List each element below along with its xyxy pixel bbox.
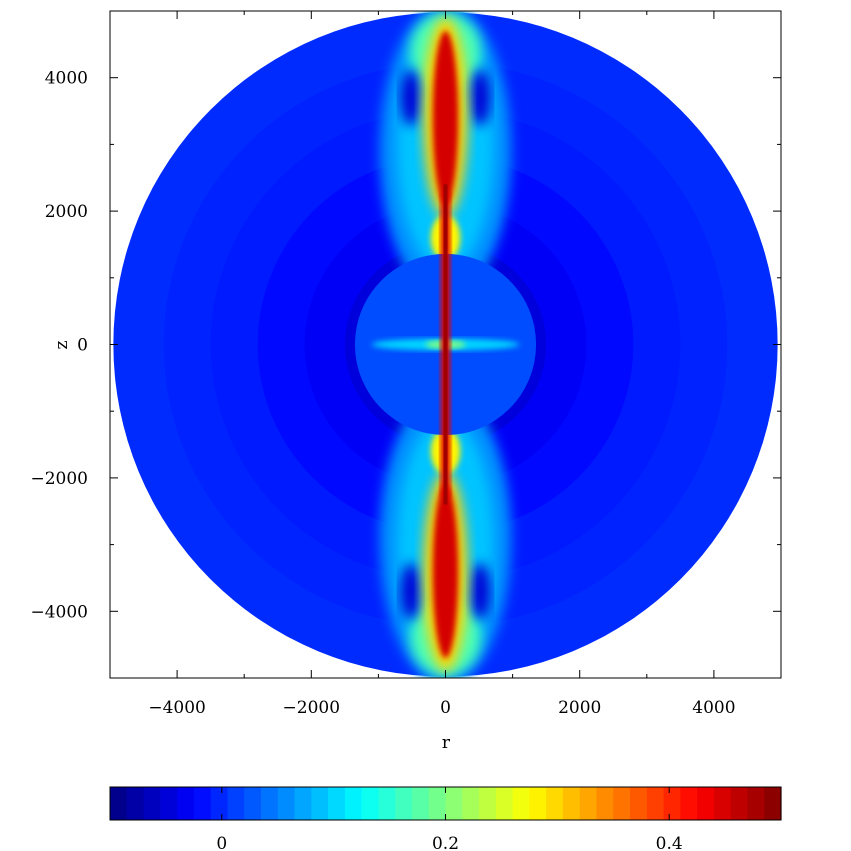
vortex-right [470,69,491,126]
colorbar-tick-label: 0.4 [656,834,683,851]
colorbar-step [378,787,396,820]
colorbar-step [713,787,732,820]
x-tick-label: −4000 [148,698,206,718]
y-tick-label: 2000 [45,202,88,222]
colorbar-step [395,787,413,820]
y-tick-label: 4000 [45,69,88,89]
colorbar-step [344,787,363,820]
colorbar-step [512,787,530,820]
colorbar-step [546,787,564,820]
vortex-right [470,563,491,620]
colorbar-step [479,787,497,820]
colorbar-step [445,787,463,820]
x-tick-label: −2000 [283,698,341,718]
colorbar-step [764,787,782,820]
cocoon-lobe-0 [379,11,512,298]
y-axis-label: z [52,340,72,349]
vortex-left [400,563,421,620]
x-tick-label: 4000 [692,698,735,718]
cocoon-lobe-1 [379,391,512,678]
colorbar-step [529,787,547,820]
colorbar-step [411,787,430,820]
colorbar-step [260,787,279,820]
colorbar-step [210,787,229,820]
y-axis: 4000 2000 0 −2000 −4000 [30,10,781,679]
x-tick-label: 2000 [558,698,601,718]
colorbar-step [328,787,346,820]
colorbar-step [495,787,514,820]
y-tick-label: −2000 [30,469,88,489]
colorbar-step [596,787,614,820]
colorbar-step [630,787,648,820]
colorbar-step [663,787,681,820]
colorbar: 0 0.2 0.4 [109,786,782,851]
colorbar-step [311,787,329,820]
colorbar-step [697,787,715,820]
spine-core [443,184,448,505]
jet-core [432,31,459,205]
heatmap-field [113,11,778,678]
colorbar-step [361,787,379,820]
colorbar-step [110,787,128,820]
vortex-left [400,69,421,126]
colorbar-step [428,787,447,820]
colorbar-tick-label: 0.2 [432,834,459,851]
x-axis: −4000 −2000 0 2000 4000 [109,11,782,718]
colorbar-step [244,787,262,820]
colorbar-step [579,787,598,820]
colorbar-step [277,787,296,820]
y-tick-label: −4000 [30,602,88,622]
colorbar-step [294,787,312,820]
colorbar-step [227,787,245,820]
colorbar-step [747,787,765,820]
colorbar-step [160,787,178,820]
jet-spine [440,184,451,505]
colorbar-step [462,787,480,820]
y-tick-label: 0 [77,336,88,356]
colorbar-step [730,787,749,820]
colorbar-step [613,787,631,820]
colorbar-step [562,787,581,820]
colorbar-step [680,787,698,820]
x-axis-label: r [442,733,451,753]
colorbar-tick-label: 0 [216,834,227,851]
colorbar-step [646,787,665,820]
colorbar-step [193,787,212,820]
colorbar-step [126,787,145,820]
colorbar-step [177,787,195,820]
jet-core [432,484,459,658]
x-tick-label: 0 [440,698,451,718]
colorbar-step [143,787,161,820]
